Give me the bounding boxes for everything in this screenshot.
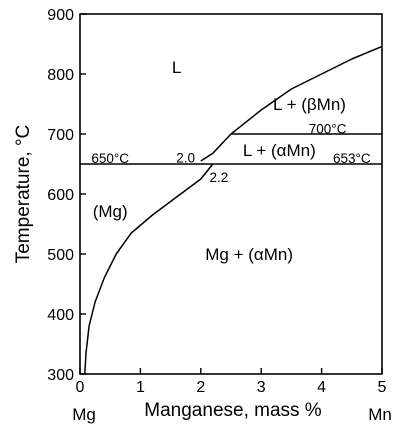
temperature-label: 700°C xyxy=(309,122,347,137)
composition-label: 2.2 xyxy=(210,170,229,185)
chart-labels: Manganese, mass % Temperature, °C Mg Mn L L +… xyxy=(13,58,392,424)
region-label: (Mg) xyxy=(93,202,128,221)
region-label: Mg + (αMn) xyxy=(205,245,293,264)
plot-frame xyxy=(79,13,383,375)
x-tick-label: 3 xyxy=(257,379,266,396)
region-label: L xyxy=(172,58,181,77)
composition-label: 2.0 xyxy=(176,150,195,165)
y-tick-label: 600 xyxy=(47,187,74,204)
region-label: L + (βMn) xyxy=(273,95,346,114)
phase-boundaries xyxy=(80,45,383,375)
y-axis-title: Temperature, °C xyxy=(13,125,34,264)
x-tick-label: 4 xyxy=(317,379,326,396)
temperature-label: 653°C xyxy=(333,151,371,166)
y-tick-label: 700 xyxy=(47,127,74,144)
x-end-label-right: Mn xyxy=(368,405,392,424)
y-tick-label: 900 xyxy=(47,7,74,24)
axis-ticks: 0 1 2 3 4 5 300 400 500 600 700 800 900 xyxy=(47,7,386,396)
y-tick-label: 800 xyxy=(47,67,74,84)
temperature-label: 650°C xyxy=(91,151,129,166)
x-axis-title: Manganese, mass % xyxy=(144,400,322,421)
x-tick-label: 1 xyxy=(136,379,145,396)
y-tick-label: 500 xyxy=(47,247,74,264)
x-tick-label: 2 xyxy=(196,379,205,396)
y-tick-label: 300 xyxy=(47,367,74,384)
y-tick-label: 400 xyxy=(47,307,74,324)
region-label: L + (αMn) xyxy=(243,141,316,160)
x-end-label-left: Mg xyxy=(72,405,96,424)
liquidus-line xyxy=(200,45,383,162)
x-tick-label: 5 xyxy=(378,379,387,396)
x-tick-label: 0 xyxy=(76,379,85,396)
solvus-line xyxy=(84,163,214,375)
